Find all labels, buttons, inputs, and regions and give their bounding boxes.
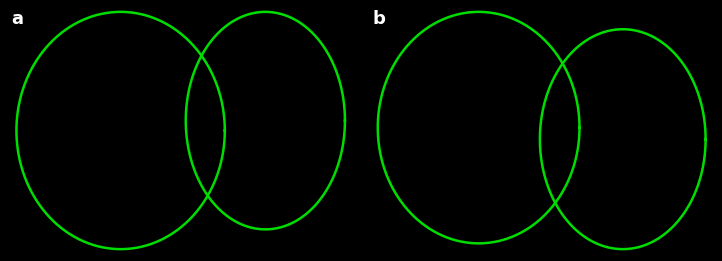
- Text: b: b: [372, 10, 385, 28]
- Text: a: a: [11, 10, 23, 28]
